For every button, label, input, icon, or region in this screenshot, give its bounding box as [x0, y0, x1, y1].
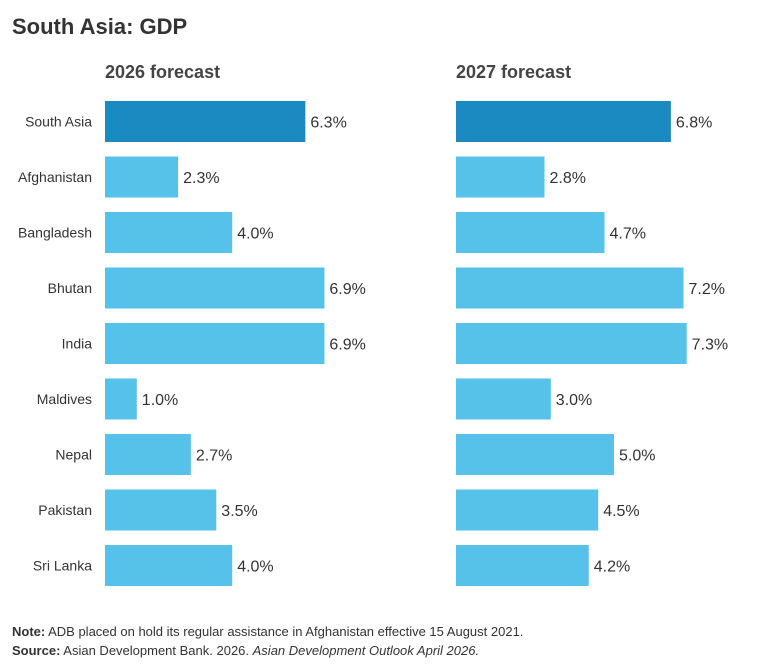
value-label-2027-sri-lanka: 4.2% [594, 559, 630, 576]
bar-2026-bangladesh [105, 212, 233, 253]
value-label-2027-bhutan: 7.2% [689, 281, 725, 298]
value-label-2026-sri-lanka: 4.0% [237, 559, 273, 576]
category-label-bangladesh: Bangladesh [18, 225, 92, 241]
category-label-pakistan: Pakistan [38, 502, 92, 518]
value-label-2026-bhutan: 6.9% [329, 281, 365, 298]
footer-source: Source: Asian Development Bank. 2026. As… [12, 641, 752, 660]
footer-note: Note: ADB placed on hold its regular ass… [12, 622, 752, 641]
bar-2027-sri-lanka [456, 545, 589, 586]
source-publication: Asian Development Outlook April 2026. [252, 643, 480, 658]
bar-2026-nepal [105, 434, 191, 475]
bar-2026-sri-lanka [105, 545, 233, 586]
value-label-2027-pakistan: 4.5% [603, 503, 639, 520]
bar-2027-india [456, 323, 687, 364]
value-label-2027-south-asia: 6.8% [676, 115, 712, 132]
bar-2026-maldives [105, 378, 137, 420]
category-label-bhutan: Bhutan [48, 280, 92, 296]
note-text: ADB placed on hold its regular assistanc… [45, 624, 524, 639]
bar-2026-pakistan [105, 489, 217, 531]
bar-2027-bhutan [456, 267, 684, 309]
bar-2026-india [105, 323, 325, 364]
value-label-2026-south-asia: 6.3% [310, 115, 346, 132]
panel-title-2027: 2027 forecast [456, 62, 572, 82]
chart-title: South Asia: GDP [12, 14, 188, 39]
value-label-2026-pakistan: 3.5% [221, 503, 257, 520]
source-text: Asian Development Bank. 2026. [60, 643, 253, 658]
category-label-south-asia: South Asia [25, 114, 92, 130]
category-label-nepal: Nepal [55, 447, 92, 463]
value-label-2026-india: 6.9% [329, 337, 365, 354]
value-label-2026-maldives: 1.0% [142, 392, 178, 409]
bar-2027-nepal [456, 434, 614, 475]
bar-2027-south-asia [456, 101, 671, 142]
bar-2026-south-asia [105, 101, 306, 142]
value-label-2026-afghanistan: 2.3% [183, 170, 219, 187]
value-label-2026-bangladesh: 4.0% [237, 226, 273, 243]
value-label-2027-bangladesh: 4.7% [610, 226, 646, 243]
note-label: Note: [12, 624, 46, 639]
panel-title-2026: 2026 forecast [105, 62, 221, 82]
source-label: Source: [12, 643, 61, 658]
category-label-india: India [62, 336, 93, 352]
chart-footer: Note: ADB placed on hold its regular ass… [12, 622, 752, 660]
category-label-maldives: Maldives [37, 391, 92, 407]
bar-2027-pakistan [456, 489, 599, 531]
value-label-2027-afghanistan: 2.8% [549, 170, 585, 187]
bar-2027-maldives [456, 378, 551, 420]
value-label-2027-india: 7.3% [692, 337, 728, 354]
value-label-2027-maldives: 3.0% [556, 392, 592, 409]
bar-chart: South Asia Afghanistan Bangladesh Bhutan Ind… [18, 101, 728, 586]
value-label-2027-nepal: 5.0% [619, 448, 655, 465]
bar-2026-afghanistan [105, 156, 179, 198]
bar-2027-afghanistan [456, 156, 545, 198]
category-label-afghanistan: Afghanistan [18, 169, 92, 185]
bar-2026-bhutan [105, 267, 325, 309]
bar-2027-bangladesh [456, 212, 605, 253]
value-label-2026-nepal: 2.7% [196, 448, 232, 465]
category-label-sri-lanka: Sri Lanka [33, 558, 92, 574]
